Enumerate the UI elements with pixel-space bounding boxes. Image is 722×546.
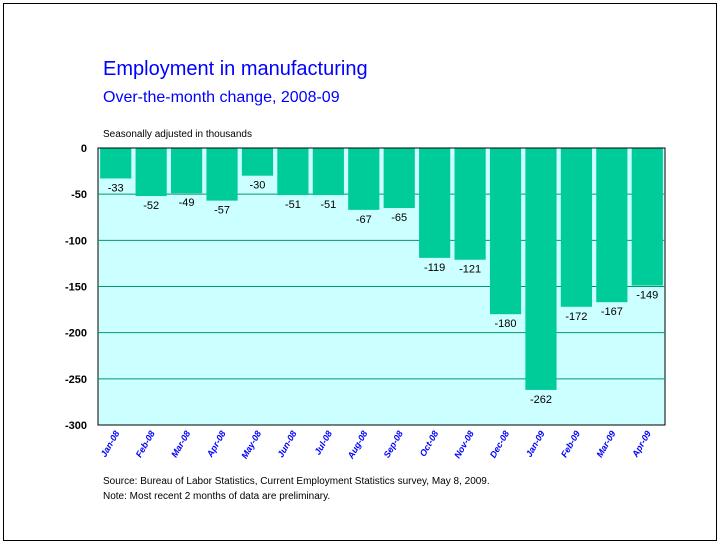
data-label: -262 [530,394,552,406]
x-tick-label: Aug-08 [345,429,369,461]
bar [419,148,451,258]
data-label: -119 [424,262,445,274]
y-tick-label: -200 [65,328,87,340]
bar [135,148,167,197]
data-label: -51 [320,199,336,211]
bar-labels: -33 -52 -49 -57 -30 -51 -51 -67 -65 -119 -121 -180 -… [108,180,659,406]
data-label: -30 [250,180,266,192]
x-tick-label: Jun-08 [275,429,298,459]
source-note: Source: Bureau of Labor Statistics, Curr… [103,476,490,487]
bar [277,148,309,196]
data-label: -51 [285,199,301,211]
data-label: -149 [636,290,658,302]
bar [206,148,238,201]
bars [100,148,663,390]
preliminary-note: Note: Most recent 2 months of data are p… [103,491,331,502]
chart-subtitle: Over-the-month change, 2008-09 [103,89,340,106]
data-label: -57 [214,205,230,217]
y-tick-label: -50 [71,189,87,201]
data-label: -121 [459,264,481,276]
y-tick-label: -300 [65,420,87,432]
data-label: -167 [601,306,623,318]
bar [383,148,415,209]
data-label: -33 [108,182,124,194]
x-tick-label: Apr-08 [204,429,227,460]
bar [631,148,663,286]
bar [489,148,522,315]
data-label: -67 [356,214,372,226]
bar [241,148,274,176]
x-tick-label: Oct-08 [418,429,441,458]
bar [596,148,628,303]
data-label: -52 [143,200,159,212]
y-tick-label: -100 [65,235,87,247]
x-tick-label: Feb-08 [134,429,157,459]
bar [312,148,344,196]
x-axis: Jan-08 Feb-08 Mar-08 Apr-08 May-08 Jun-08 Jul-… [99,429,653,461]
y-tick-label: -250 [65,374,87,386]
data-label: -49 [179,197,195,209]
units-label: Seasonally adjusted in thousands [103,129,252,140]
x-tick-label: Jan-09 [524,429,547,459]
y-axis: 0 -50 -100 -150 -200 -250 -300 [65,143,87,432]
x-tick-label: Feb-09 [559,429,582,459]
x-tick-label: Mar-09 [594,429,617,459]
x-tick-label: Apr-09 [630,429,653,460]
x-tick-label: Jan-08 [99,429,122,459]
x-tick-label: Mar-08 [169,429,192,459]
bar [171,148,203,194]
x-tick-label: Dec-08 [488,429,511,460]
y-tick-label: 0 [81,143,87,155]
data-label: -172 [565,311,587,323]
bar [525,148,557,390]
bar [454,148,486,260]
data-label: -65 [391,212,407,224]
x-tick-label: May-08 [239,429,263,460]
chart-title: Employment in manufacturing [103,58,368,80]
x-tick-label: Sep-08 [382,429,405,460]
data-label: -180 [495,318,517,330]
bar [560,148,592,307]
x-tick-label: Jul-08 [312,429,334,457]
bar [348,148,380,210]
y-tick-label: -150 [65,282,87,294]
bar [100,148,132,179]
x-tick-label: Nov-08 [452,429,476,460]
